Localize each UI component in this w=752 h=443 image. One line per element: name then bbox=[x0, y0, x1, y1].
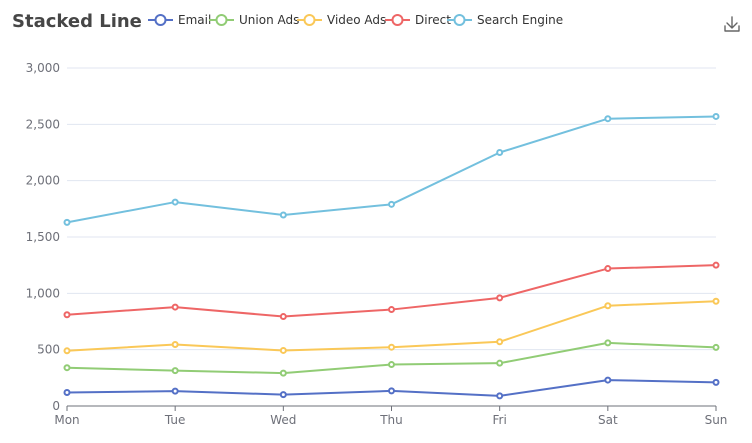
data-point[interactable] bbox=[496, 294, 504, 302]
data-point[interactable] bbox=[604, 376, 612, 384]
data-point[interactable] bbox=[712, 343, 720, 351]
y-tick-label: 1,500 bbox=[26, 230, 60, 244]
legend-label: Email bbox=[178, 13, 211, 27]
data-point[interactable] bbox=[712, 112, 720, 120]
y-tick-label: 3,000 bbox=[26, 61, 60, 75]
legend-label: Video Ads bbox=[327, 13, 386, 27]
data-point[interactable] bbox=[171, 303, 179, 311]
data-point[interactable] bbox=[63, 347, 71, 355]
y-tick-label: 1,000 bbox=[26, 286, 60, 300]
legend-item[interactable]: Video Ads bbox=[297, 13, 386, 27]
y-axis: 0 500 1,000 1,500 2,000 2,500 3,000 bbox=[26, 61, 60, 413]
data-point[interactable] bbox=[63, 311, 71, 319]
series-email bbox=[63, 376, 720, 400]
series-video-ads bbox=[63, 297, 720, 355]
series-layer bbox=[63, 112, 720, 400]
y-tick-label: 2,000 bbox=[26, 174, 60, 188]
data-point[interactable] bbox=[496, 338, 504, 346]
data-point[interactable] bbox=[496, 149, 504, 156]
y-tick-label: 2,500 bbox=[26, 117, 60, 131]
x-tick-label: Tue bbox=[164, 413, 186, 427]
data-point[interactable] bbox=[171, 198, 179, 206]
legend-item[interactable]: Union Ads bbox=[209, 13, 299, 27]
x-tick-label: Sat bbox=[598, 413, 618, 427]
series-direct bbox=[63, 261, 720, 321]
legend[interactable]: Email Union Ads Video Ads Direct Search Engi… bbox=[148, 13, 563, 27]
legend-label: Union Ads bbox=[239, 13, 299, 27]
y-tick-label: 500 bbox=[37, 343, 60, 357]
x-axis: Mon Tue Wed Thu Fri Sat Sun bbox=[54, 405, 728, 427]
chart-title: Stacked Line bbox=[12, 11, 142, 32]
data-point[interactable] bbox=[279, 391, 287, 399]
data-point[interactable] bbox=[388, 306, 395, 314]
legend-marker-icon bbox=[215, 14, 228, 26]
data-point[interactable] bbox=[63, 388, 71, 396]
data-point[interactable] bbox=[279, 313, 287, 321]
data-point[interactable] bbox=[712, 261, 720, 269]
data-point[interactable] bbox=[171, 340, 179, 348]
data-point[interactable] bbox=[388, 387, 395, 395]
data-point[interactable] bbox=[604, 339, 612, 347]
data-point[interactable] bbox=[171, 367, 179, 375]
data-point[interactable] bbox=[712, 378, 720, 386]
data-point[interactable] bbox=[63, 218, 71, 226]
data-point[interactable] bbox=[388, 343, 395, 351]
data-point[interactable] bbox=[712, 297, 720, 305]
legend-label: Direct bbox=[415, 13, 451, 27]
legend-item[interactable]: Email bbox=[148, 13, 211, 27]
data-point[interactable] bbox=[604, 115, 612, 123]
data-point[interactable] bbox=[496, 392, 504, 400]
data-point[interactable] bbox=[496, 359, 504, 367]
data-point[interactable] bbox=[63, 364, 71, 372]
series-union-ads bbox=[63, 339, 720, 377]
legend-item[interactable]: Search Engine bbox=[447, 13, 563, 27]
y-tick-label: 0 bbox=[52, 399, 60, 413]
data-point[interactable] bbox=[388, 200, 395, 208]
data-point[interactable] bbox=[279, 211, 287, 219]
data-point[interactable] bbox=[604, 265, 612, 273]
legend-marker-icon bbox=[391, 14, 404, 26]
data-point[interactable] bbox=[171, 387, 179, 395]
x-tick-label: Thu bbox=[379, 413, 403, 427]
x-tick-label: Wed bbox=[270, 413, 296, 427]
legend-marker-icon bbox=[303, 14, 316, 26]
data-point[interactable] bbox=[279, 369, 287, 377]
series-search-engine bbox=[63, 112, 720, 226]
legend-marker-icon bbox=[154, 14, 167, 26]
legend-item[interactable]: Direct bbox=[385, 13, 451, 27]
download-icon[interactable] bbox=[722, 14, 742, 34]
data-point[interactable] bbox=[604, 302, 612, 310]
x-tick-label: Fri bbox=[493, 413, 507, 427]
legend-marker-icon bbox=[453, 14, 466, 26]
x-tick-label: Sun bbox=[705, 413, 728, 427]
data-point[interactable] bbox=[279, 346, 287, 354]
legend-label: Search Engine bbox=[477, 13, 563, 27]
x-tick-label: Mon bbox=[54, 413, 79, 427]
data-point[interactable] bbox=[388, 361, 395, 369]
